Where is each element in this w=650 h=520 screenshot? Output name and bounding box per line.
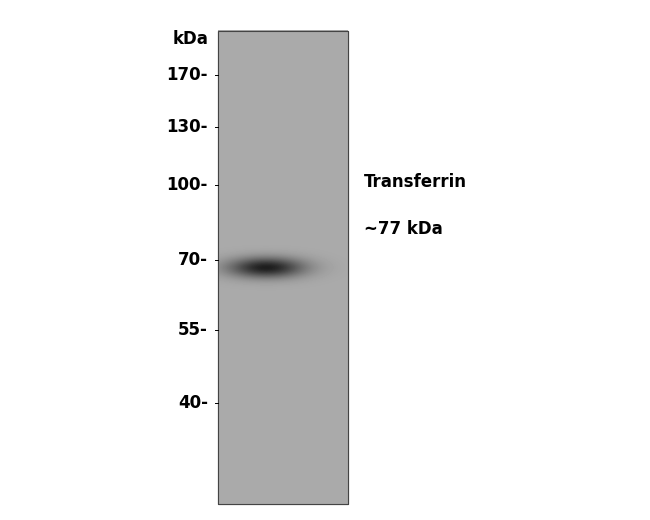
Text: 55-: 55-	[178, 321, 208, 339]
Text: Transferrin: Transferrin	[364, 173, 467, 191]
Text: 70-: 70-	[178, 251, 208, 269]
Text: 100-: 100-	[166, 176, 208, 193]
Text: 170-: 170-	[166, 67, 208, 84]
Text: kDa: kDa	[172, 30, 208, 48]
Text: 130-: 130-	[166, 119, 208, 136]
Bar	[218, 31, 348, 504]
Bar	[218, 31, 348, 504]
Text: ~77 kDa: ~77 kDa	[364, 220, 443, 238]
Text: 40-: 40-	[178, 394, 208, 412]
